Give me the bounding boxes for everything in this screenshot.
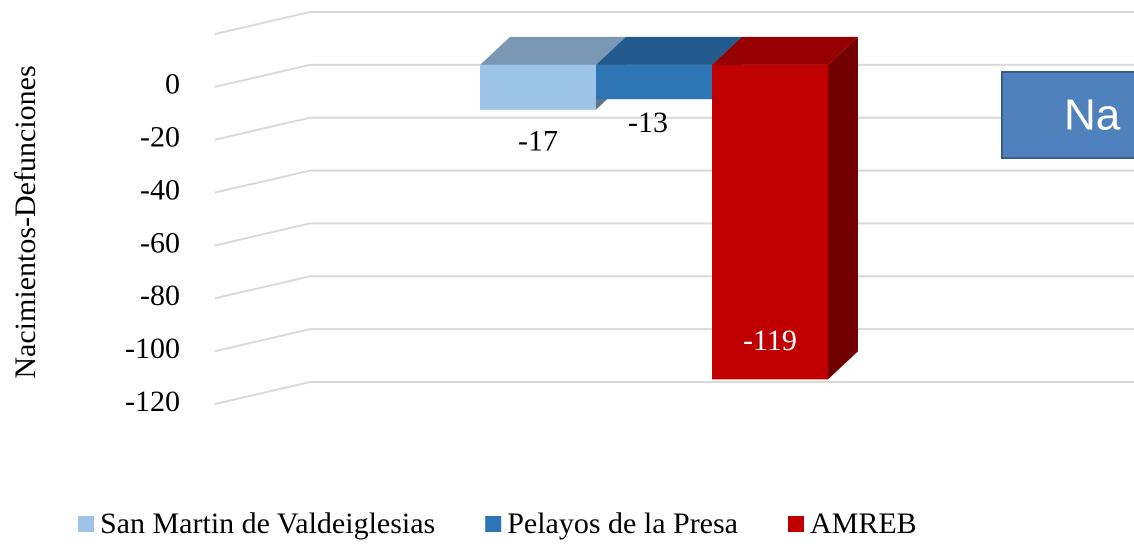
bar-front [712,64,828,380]
bar-top [480,36,626,65]
bar-top [596,36,742,65]
y-tick-label: -40 [140,173,180,206]
y-tick-label: 0 [165,68,180,101]
y-tick-label: -80 [140,279,180,312]
grid-line [214,381,1134,405]
bar-side [828,36,858,380]
data-label: -119 [743,324,797,357]
bar [712,36,858,380]
legend-swatch [788,516,804,532]
bar-top [712,36,858,65]
legend-swatch [78,516,94,532]
y-axis-label: Nacimientos-Defunciones [9,65,42,378]
grid-line [214,11,1134,35]
y-tick-label: -120 [125,385,180,418]
legend-swatch [485,516,502,532]
grid-line [214,169,1134,194]
grid-line [214,275,1134,300]
bar-front [480,64,596,110]
grid-line [214,222,1134,247]
annotation: Na [1064,91,1121,140]
grid-line [214,63,1134,88]
legend-label: Pelayos de la Presa [507,507,738,540]
y-tick-label: -100 [125,332,180,365]
grid-line [214,116,1134,141]
legend-label: San Martin de Valdeiglesias [100,507,435,540]
y-tick-label: -60 [140,226,180,259]
grid-line [214,328,1134,353]
bar-front [596,64,712,100]
legend-label: AMREB [810,507,917,540]
y-tick-label: -20 [140,121,180,154]
annotation-box [1001,71,1134,159]
data-label: -17 [518,125,558,158]
data-label: -13 [628,106,668,139]
bar [596,36,742,100]
